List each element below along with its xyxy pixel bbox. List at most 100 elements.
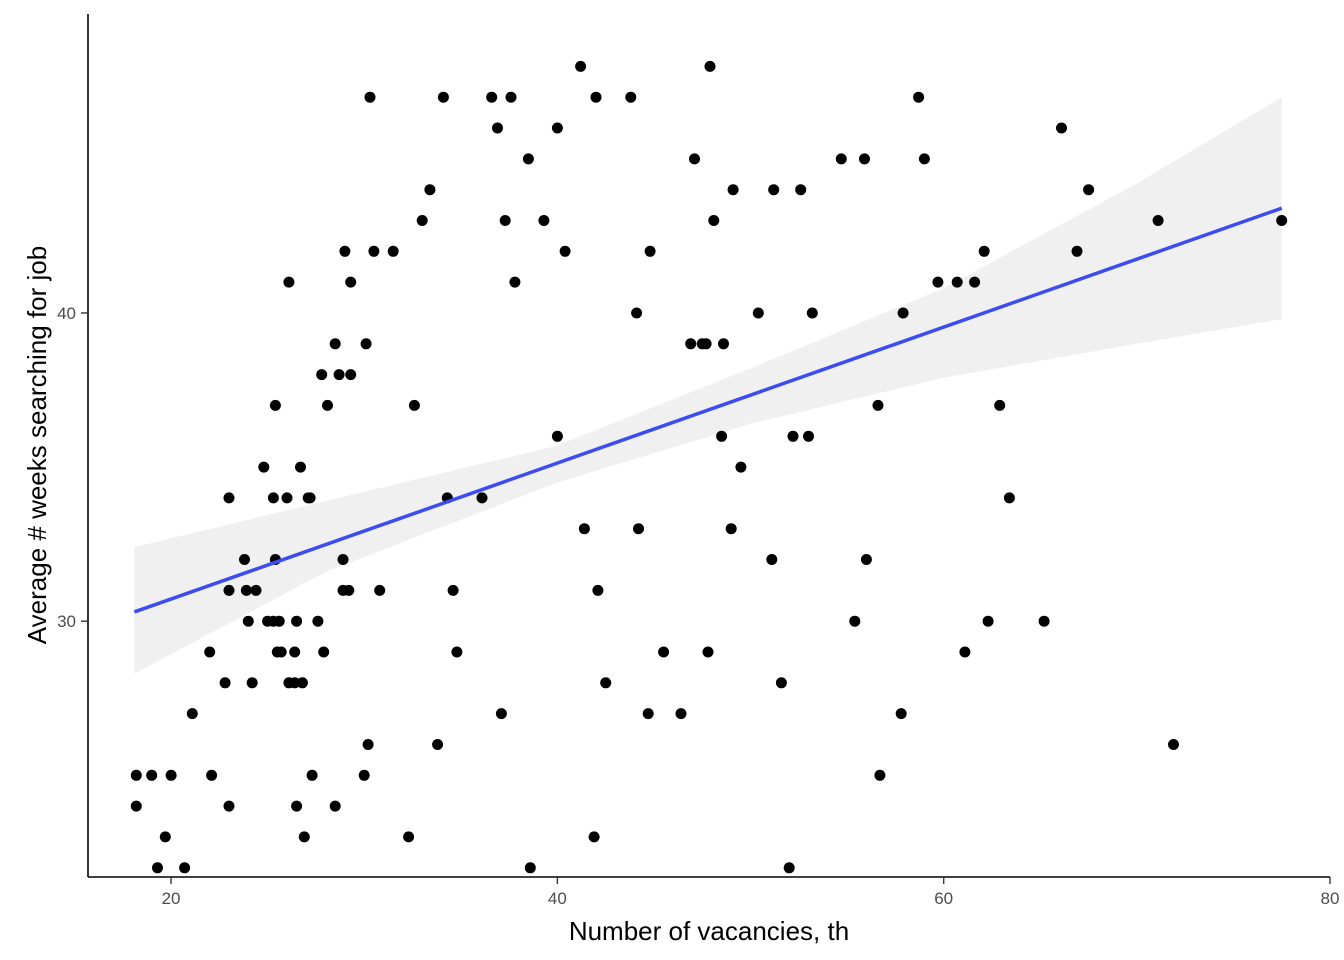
data-point (345, 276, 357, 288)
data-point (416, 215, 428, 226)
data-point (329, 800, 341, 812)
data-point (273, 615, 285, 627)
data-point (642, 708, 654, 720)
data-point (578, 523, 590, 535)
data-point (316, 369, 328, 381)
data-point (239, 554, 250, 565)
data-point (267, 492, 279, 504)
data-point (437, 91, 449, 103)
x-tick-label: 60 (934, 889, 953, 908)
data-point (708, 215, 720, 226)
data-point (575, 60, 587, 72)
data-point (1276, 215, 1288, 226)
data-point (895, 708, 907, 720)
data-point (362, 739, 374, 750)
data-point (130, 769, 142, 781)
plot-area (130, 60, 1288, 874)
data-point (318, 646, 330, 658)
data-point (329, 338, 341, 350)
data-point (835, 153, 847, 165)
data-point (768, 184, 780, 196)
data-point (951, 276, 963, 288)
y-tick-label: 40 (57, 304, 76, 323)
data-point (186, 708, 198, 720)
data-point (849, 615, 861, 627)
data-point (897, 307, 909, 319)
data-points (130, 60, 1288, 874)
data-point (304, 492, 316, 504)
data-point (339, 245, 351, 257)
data-point (994, 399, 1006, 411)
data-point (505, 91, 517, 103)
data-point (343, 584, 355, 596)
data-point (806, 307, 818, 319)
data-point (522, 153, 534, 165)
data-point (538, 215, 550, 226)
data-point (1071, 245, 1083, 257)
data-point (223, 800, 235, 812)
data-point (289, 646, 301, 658)
x-tick-label: 40 (548, 889, 567, 908)
data-point (159, 831, 171, 843)
data-point (588, 831, 600, 843)
data-point (600, 677, 612, 689)
data-point (633, 523, 644, 535)
data-point (223, 492, 235, 504)
data-point (291, 615, 303, 627)
data-point (242, 615, 254, 627)
x-axis-ticks: 20 40 60 80 (162, 877, 1339, 908)
data-point (685, 338, 697, 350)
data-point (725, 523, 737, 535)
data-point (486, 91, 498, 103)
data-point (913, 91, 925, 103)
data-point (298, 831, 310, 843)
data-point (787, 430, 799, 442)
data-point (258, 461, 270, 473)
data-point (403, 831, 415, 843)
data-point (783, 862, 795, 874)
data-point (432, 739, 444, 750)
data-point (1056, 122, 1067, 134)
data-point (447, 584, 459, 596)
y-axis-ticks: 30 40 (57, 304, 88, 631)
data-point (969, 276, 981, 288)
data-point (766, 554, 778, 565)
data-point (590, 91, 602, 103)
data-point (424, 184, 436, 196)
data-point (269, 399, 281, 411)
data-point (718, 338, 729, 350)
data-point (982, 615, 994, 627)
data-point (152, 862, 163, 874)
data-point (476, 492, 488, 504)
data-point (360, 338, 372, 350)
data-point (795, 184, 807, 196)
data-point (716, 430, 728, 442)
data-point (1083, 184, 1095, 196)
data-point (700, 338, 712, 350)
data-point (631, 307, 643, 319)
data-point (206, 769, 218, 781)
data-point (358, 769, 370, 781)
data-point (551, 430, 563, 442)
data-point (644, 245, 656, 257)
data-point (275, 646, 287, 658)
data-point (368, 245, 380, 257)
data-point (306, 769, 318, 781)
data-point (281, 492, 293, 504)
data-point (1003, 492, 1015, 504)
x-axis-title: Number of vacancies, th (569, 916, 849, 946)
data-point (291, 800, 303, 812)
data-point (1168, 739, 1179, 750)
data-point (250, 584, 262, 596)
data-point (689, 153, 700, 165)
data-point (727, 184, 739, 196)
data-point (1038, 615, 1050, 627)
data-point (246, 677, 258, 689)
data-point (408, 399, 420, 411)
data-point (146, 769, 158, 781)
data-point (179, 862, 191, 874)
data-point (803, 430, 814, 442)
data-point (165, 769, 177, 781)
data-point (704, 60, 716, 72)
data-point (752, 307, 764, 319)
